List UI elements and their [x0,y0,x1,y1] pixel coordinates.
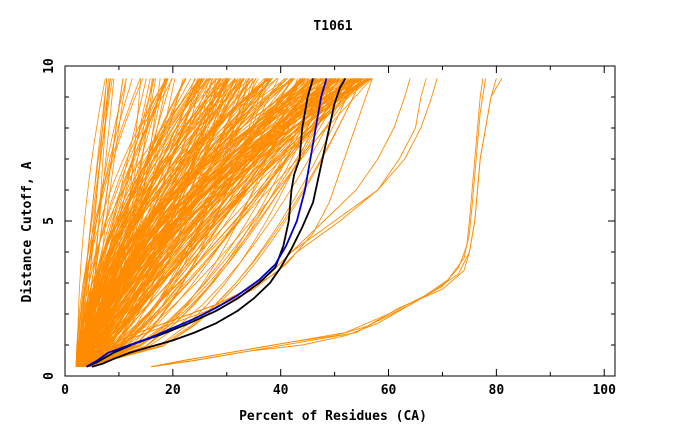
x-tick-label: 80 [489,383,505,398]
bulk-line [90,78,314,368]
series-line [151,78,487,368]
bulk-line [89,78,235,367]
bulk-line [76,78,272,367]
bulk-line [85,78,266,368]
x-tick-label: 60 [381,383,397,398]
bulk-line [81,78,244,368]
bulk-line [84,78,362,367]
bulk-line [76,78,358,368]
bulk-line [77,78,322,368]
bulk-line [75,78,141,367]
x-tick-label: 20 [165,383,181,398]
series-line [91,77,347,368]
bulk-line [82,78,259,367]
bulk-line [77,78,232,367]
bulk-line [77,78,167,367]
y-tick-label: 5 [42,217,57,225]
bulk-line [86,78,173,367]
bulk-line [84,78,127,367]
bulk-line [89,78,350,368]
bulk-line [86,78,186,367]
bulk-line [81,78,352,368]
bulk-line [89,78,254,368]
bulk-line [90,78,166,367]
x-tick-label: 100 [592,383,616,398]
bulk-line [82,78,303,367]
bulk-line [75,78,113,367]
bulk-line [85,78,200,367]
bulk-line [87,78,318,368]
bulk-line [86,78,230,368]
series-line [86,78,328,368]
x-tick-label: 0 [61,383,69,398]
bulk-line [88,78,320,367]
bulk-lines [75,78,373,368]
y-axis-label: Distance Cutoff, A [20,161,35,302]
bulk-line [89,78,217,368]
bulk-line [88,78,357,367]
bulk-line [75,78,168,367]
series-line [151,78,503,368]
bulk-line [77,78,106,367]
bulk-line [77,78,204,367]
bulk-line [79,78,187,367]
bulk-line [86,78,242,367]
y-tick-label: 10 [42,58,57,74]
bulk-line [83,78,161,367]
x-tick-label: 40 [273,383,289,398]
series-line [75,78,373,368]
bulk-line [86,78,169,367]
series-line [75,78,411,368]
bulk-line [83,78,294,367]
series-lines [75,77,503,368]
bulk-line [80,78,216,367]
bulk-line [86,78,273,367]
bulk-line [75,78,278,367]
bulk-line [86,78,352,367]
bulk-line [88,78,292,368]
bulk-line [89,78,142,367]
bulk-line [89,78,237,367]
chart-title: T1061 [313,19,352,34]
bulk-line [87,78,362,367]
bulk-line [87,78,352,367]
bulk-line [78,78,363,368]
x-axis-label: Percent of Residues (CA) [239,409,427,424]
y-tick-label: 0 [42,372,57,380]
bulk-line [77,78,345,367]
axes: 0 20 40 60 80 100 0 5 10 [42,58,616,398]
